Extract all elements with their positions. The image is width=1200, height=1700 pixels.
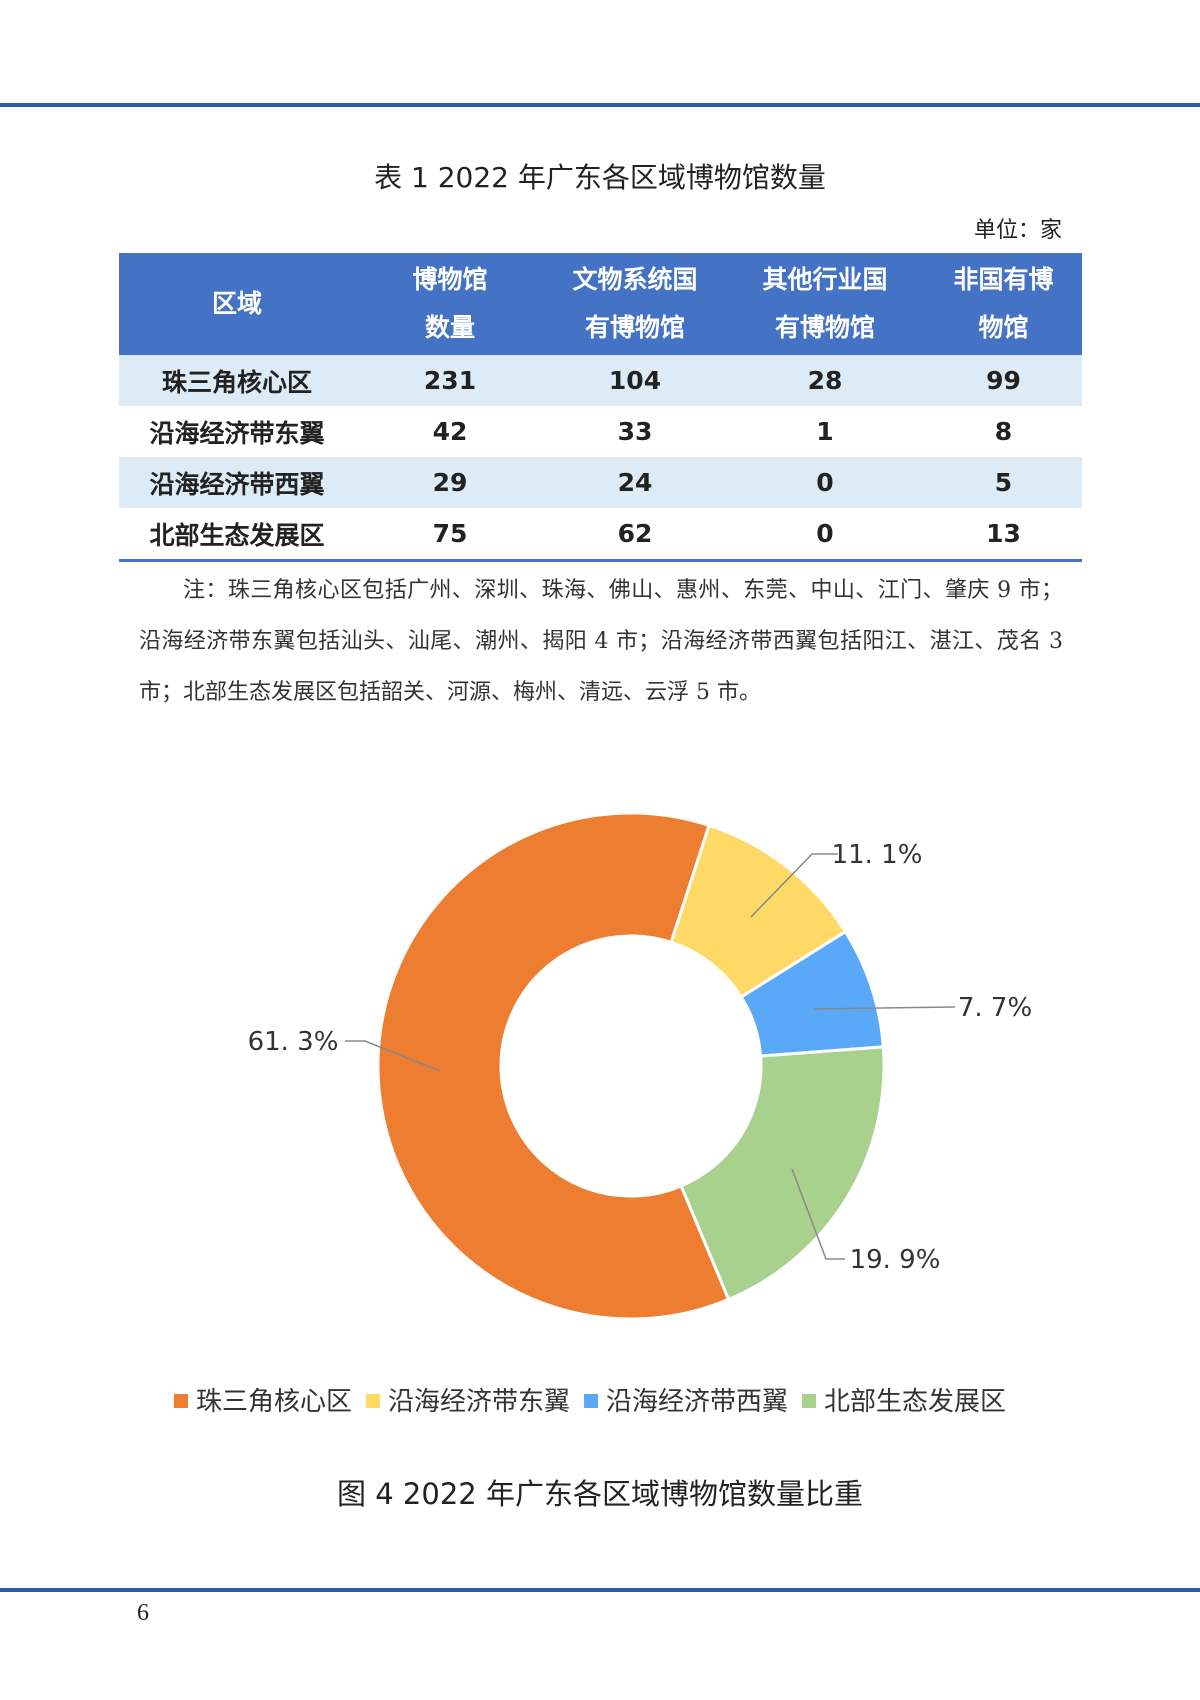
pie-slice	[679, 1045, 886, 1302]
leader-line	[813, 1006, 956, 1010]
table-cell: 5	[925, 457, 1082, 508]
legend-swatch	[802, 1394, 817, 1408]
data-label: 61. 3%	[248, 1027, 339, 1057]
table-row: 沿海经济带东翼 42 33 1 8	[119, 406, 1082, 457]
table-cell: 29	[355, 457, 545, 508]
header-line: 区域	[211, 289, 262, 318]
table-title: 表 1 2022 年广东各区域博物馆数量	[374, 161, 826, 194]
table-row: 珠三角核心区 231 104 28 99	[119, 355, 1082, 406]
header-cell: 其他行业国 有博物馆	[725, 253, 925, 355]
table-row: 沿海经济带西翼 29 24 0 5	[119, 457, 1082, 508]
data-table: 区域 博物馆 数量 文物系统国 有博物馆 其他行业国 有博物馆 非国有博 物馆 珠三角核心区 23…	[119, 253, 1082, 562]
header-line: 物馆	[978, 313, 1029, 342]
table-cell: 104	[545, 355, 725, 406]
table-cell: 沿海经济带东翼	[149, 418, 325, 448]
legend-label: 北部生态发展区	[824, 1387, 1006, 1417]
leader-line	[750, 853, 838, 918]
header-line: 非国有博	[953, 265, 1054, 294]
legend-swatch	[584, 1394, 599, 1408]
leader-line	[345, 1040, 441, 1072]
table-cell: 8	[994, 417, 1013, 446]
header-cell: 博物馆 数量	[355, 253, 545, 355]
header-cell: 非国有博 物馆	[925, 253, 1082, 355]
header-line: 有博物馆	[774, 313, 875, 342]
data-label: 19. 9%	[850, 1245, 941, 1275]
header-row: 区域 博物馆 数量 文物系统国 有博物馆 其他行业国 有博物馆 非国有博 物馆	[119, 253, 1082, 355]
table-cell: 42	[432, 417, 468, 446]
legend-label: 沿海经济带西翼	[606, 1387, 788, 1417]
header-line: 有博物馆	[584, 313, 685, 342]
table-cell: 33	[617, 417, 653, 446]
chart-title: 图 4 2022 年广东各区域博物馆数量比重	[337, 1477, 863, 1511]
page-number: 6	[137, 1600, 149, 1626]
top-rule	[0, 103, 1200, 107]
legend-label: 珠三角核心区	[196, 1387, 352, 1417]
header-line: 博物馆	[412, 265, 488, 294]
table-cell: 75	[355, 508, 545, 562]
table-row: 北部生态发展区 75 62 0 13	[119, 508, 1082, 562]
table-cell: 0	[725, 457, 925, 508]
legend-swatch	[366, 1394, 381, 1408]
header-line: 数量	[424, 313, 475, 342]
table-cell: 24	[545, 457, 725, 508]
header-line: 其他行业国	[762, 265, 888, 294]
legend-swatch	[174, 1394, 188, 1408]
unit: 单位：家	[973, 218, 1062, 243]
table-cell: 28	[725, 355, 925, 406]
table-cell: 62	[545, 508, 725, 562]
table-cell: 1	[816, 417, 834, 446]
header-cell: 区域	[119, 253, 355, 355]
note: 注：珠三角核心区包括广州、深圳、珠海、佛山、惠州、东莞、中山、江门、肇庆 9 市…	[139, 578, 1063, 705]
table-cell: 99	[925, 355, 1082, 406]
table-cell: 沿海经济带西翼	[119, 457, 355, 508]
table-cell: 0	[725, 508, 925, 562]
table-cell: 231	[355, 355, 545, 406]
leader-line	[791, 1168, 845, 1260]
table-cell: 13	[925, 508, 1082, 562]
pie-slice	[376, 811, 731, 1321]
bottom-rule	[0, 1588, 1200, 1592]
header-line: 文物系统国	[572, 265, 698, 294]
legend-label: 沿海经济带东翼	[388, 1387, 570, 1417]
header-cell: 文物系统国 有博物馆	[545, 253, 725, 355]
data-label: 7. 7%	[958, 993, 1032, 1023]
table-cell: 珠三角核心区	[119, 355, 355, 406]
data-label: 11. 1%	[832, 840, 923, 870]
table-cell: 北部生态发展区	[119, 508, 355, 562]
